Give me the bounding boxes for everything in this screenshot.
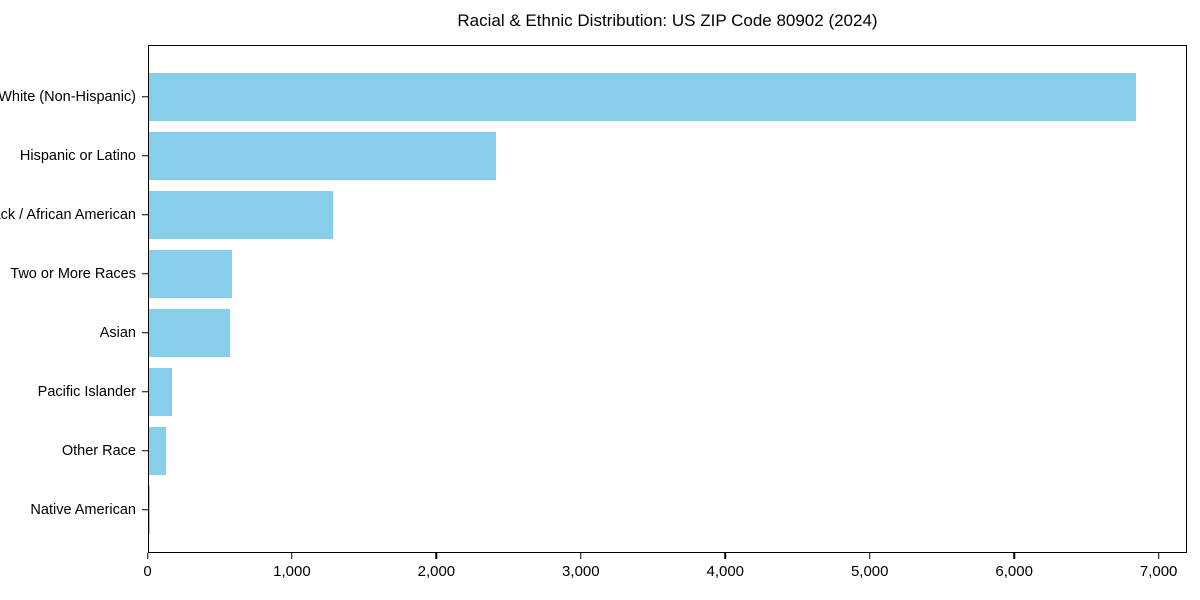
x-tick-label: 6,000 xyxy=(995,563,1033,580)
y-tick-mark xyxy=(142,449,148,452)
bar-row: Two or More Races xyxy=(10,244,1186,303)
x-tick-mark xyxy=(724,553,727,559)
category-label: Asian xyxy=(99,324,136,341)
bar-row: Hispanic or Latino xyxy=(20,126,1186,185)
y-tick-mark xyxy=(142,390,148,393)
x-tick-label: 4,000 xyxy=(706,563,745,580)
x-tick-mark xyxy=(1013,553,1015,559)
x-tick-label: 3,000 xyxy=(562,563,600,580)
bar xyxy=(149,72,1136,121)
category-label: Black / African American xyxy=(0,206,136,223)
plot-area: White (Non-Hispanic) Hispanic or Latino Bl… xyxy=(0,45,1187,580)
bar xyxy=(149,190,333,239)
y-tick-mark xyxy=(142,272,148,275)
y-tick-mark xyxy=(142,95,148,98)
bar-row: Asian xyxy=(100,303,1186,362)
category-label: White (Non-Hispanic) xyxy=(0,88,136,105)
x-tick-label: 2,000 xyxy=(417,563,456,580)
category-label: Other Race xyxy=(61,442,136,459)
bar-row: Pacific Islander xyxy=(38,362,1186,421)
bar-row: Black / African American xyxy=(0,185,1186,244)
bar xyxy=(149,249,233,298)
bar xyxy=(149,308,230,357)
bar-row: Other Race xyxy=(62,421,1186,480)
y-tick-mark xyxy=(142,508,148,511)
x-tick-label: 7,000 xyxy=(1139,563,1178,580)
x-tick-label: 5,000 xyxy=(850,563,889,580)
bars-container: White (Non-Hispanic) Hispanic or Latino Bl… xyxy=(0,46,1186,552)
x-tick-label: 0 xyxy=(143,563,152,580)
category-label: Two or More Races xyxy=(10,265,136,282)
x-tick-mark xyxy=(1157,553,1160,559)
x-tick-mark xyxy=(580,553,582,559)
chart-title: Racial & Ethnic Distribution: US ZIP Cod… xyxy=(457,11,878,30)
category-label: Hispanic or Latino xyxy=(19,147,136,164)
x-tick-label: 1,000 xyxy=(273,563,311,580)
y-tick-mark xyxy=(142,154,148,157)
x-tick-mark xyxy=(868,553,871,559)
bar xyxy=(149,367,173,416)
bar xyxy=(149,426,167,475)
x-axis: 0 1,000 2,000 3,000 4,000 5,000 6,000 7,000 xyxy=(143,552,1188,592)
y-tick-mark xyxy=(142,213,148,216)
bar-row: Native American xyxy=(30,480,1186,539)
category-label: Native American xyxy=(30,501,136,518)
bar xyxy=(149,131,497,180)
y-tick-mark xyxy=(142,331,148,334)
category-label: Pacific Islander xyxy=(37,383,136,400)
bar xyxy=(149,485,150,534)
x-tick-mark xyxy=(146,553,149,559)
x-tick-mark xyxy=(435,553,438,559)
bar-row: White (Non-Hispanic) xyxy=(0,67,1186,126)
x-tick-mark xyxy=(291,553,293,559)
